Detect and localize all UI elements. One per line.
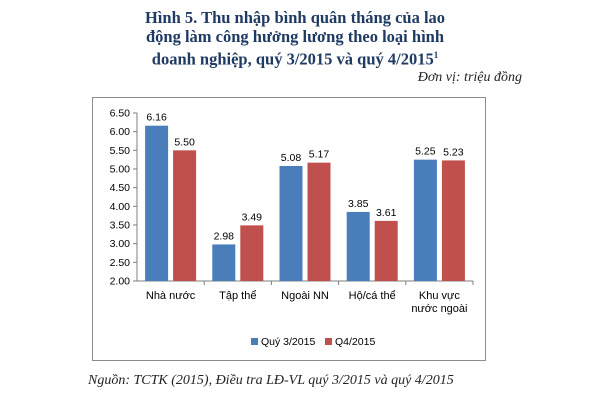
source-note: Nguồn: TCTK (2015), Điều tra LĐ-VL quý 3… — [88, 373, 454, 388]
data-label: 5.50 — [174, 136, 195, 148]
unit-label: Đơn vị: triệu đồng — [417, 70, 522, 85]
y-tick-label: 4.00 — [110, 201, 131, 213]
bar-q3 — [145, 125, 169, 281]
y-tick-label: 2.00 — [110, 276, 131, 288]
title-line-1: Hình 5. Thu nhập bình quân tháng của lao — [144, 8, 446, 27]
bar-q3 — [346, 211, 370, 281]
bar-q3 — [413, 159, 437, 281]
bar-chart: 6.50 6.00 5.50 5.00 4.50 4.00 3.50 3.00 2.50 2.00… — [110, 108, 474, 348]
category-label: Nhà nước — [146, 290, 196, 302]
bar-q4 — [240, 225, 264, 281]
data-label: 2.98 — [214, 230, 235, 242]
category-label: Tập thể — [219, 290, 256, 302]
chart-frame: 6.50 6.00 5.50 5.00 4.50 4.00 3.50 3.00 2.50 2.00… — [92, 97, 486, 361]
data-label: 6.16 — [146, 112, 167, 124]
data-label: 3.49 — [242, 211, 263, 223]
category-label: Ngoài NN — [281, 290, 329, 302]
y-tick-label: 3.00 — [110, 238, 131, 250]
category-label: Hộ/cá thể — [349, 290, 396, 302]
y-tick-label: 6.00 — [110, 126, 131, 138]
legend-label: Quý 3/2015 — [261, 336, 315, 348]
category-label: nước ngoài — [411, 303, 467, 315]
y-tick-label: 4.50 — [110, 182, 131, 194]
y-tick-label: 5.50 — [110, 145, 131, 157]
data-label: 5.23 — [443, 146, 464, 158]
footnote-mark: 1 — [433, 50, 439, 60]
legend-label: Q4/2015 — [335, 336, 375, 348]
title-line-3-text: doanh nghiệp, quý 3/2015 và quý 4/2015 — [151, 49, 434, 69]
data-label: 3.85 — [348, 198, 369, 210]
bar-q3 — [279, 166, 303, 281]
y-tick-label: 3.50 — [110, 220, 131, 232]
bar-q4 — [307, 162, 331, 281]
title-line-2: động làm công hưởng lương theo loại hình — [145, 27, 445, 46]
legend-swatch — [251, 338, 258, 345]
title-line-3: doanh nghiệp, quý 3/2015 và quý 4/20151 — [80, 46, 510, 69]
bar-q4 — [173, 150, 197, 281]
data-label: 5.08 — [281, 152, 302, 164]
data-label: 5.17 — [309, 149, 330, 161]
data-label: 3.61 — [376, 207, 397, 219]
bar-q3 — [212, 244, 236, 281]
legend-swatch — [325, 338, 332, 345]
y-tick-label: 6.50 — [110, 108, 131, 120]
bar-q4 — [374, 220, 398, 281]
category-label: Khu vực — [419, 290, 460, 302]
bar-q4 — [441, 160, 465, 281]
data-label: 5.25 — [415, 146, 436, 158]
y-tick-label: 5.00 — [110, 164, 131, 176]
y-tick-label: 2.50 — [110, 257, 131, 269]
figure-title: Hình 5. Thu nhập bình quân tháng của lao… — [80, 8, 510, 69]
